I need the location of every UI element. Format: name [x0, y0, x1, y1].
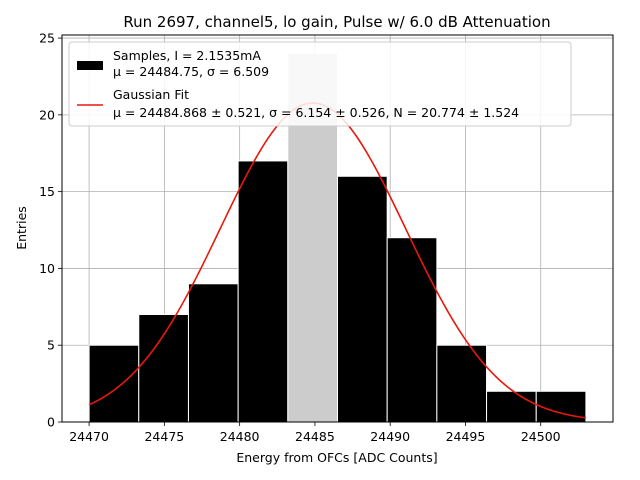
histogram-bar: [187, 283, 239, 423]
x-axis-label: Energy from OFCs [ADC Counts]: [236, 450, 437, 465]
legend-samples-line2: μ = 24484.75, σ = 6.509: [113, 64, 269, 79]
legend-fit-line2: μ = 24484.868 ± 0.521, σ = 6.154 ± 0.526…: [113, 105, 519, 120]
histogram-bar: [88, 344, 140, 423]
legend: Samples, I = 2.1535mA μ = 24484.75, σ = …: [68, 41, 572, 127]
chart-title: Run 2697, channel5, lo gain, Pulse w/ 6.…: [123, 13, 550, 31]
y-axis-label: Entries: [14, 206, 29, 250]
x-tick-label: 24485: [295, 429, 335, 444]
plot-frame: [61, 34, 614, 423]
x-tick-label: 24490: [370, 429, 410, 444]
y-tick-label: 20: [39, 107, 55, 122]
y-tick-label: 25: [39, 31, 55, 46]
y-tick-label: 0: [47, 415, 55, 430]
histogram-bar: [138, 314, 189, 423]
histogram-bar: [337, 175, 388, 423]
y-tick-label: 10: [39, 261, 55, 276]
histogram-bar: [486, 390, 537, 423]
x-axis-ticks: 24470 24475 24480 24485 24490 24495 24500: [69, 422, 561, 444]
y-tick-label: 5: [47, 338, 55, 353]
x-tick-label: 24470: [69, 429, 109, 444]
x-tick-label: 24500: [521, 429, 561, 444]
x-tick-label: 24495: [446, 429, 486, 444]
x-tick-label: 24480: [220, 429, 260, 444]
legend-box: [68, 41, 572, 127]
y-tick-label: 15: [39, 184, 55, 199]
histogram-bar: [436, 344, 488, 423]
legend-samples-line1: Samples, I = 2.1535mA: [113, 48, 261, 63]
histogram-bar: [237, 160, 289, 423]
legend-samples-swatch: [77, 61, 103, 70]
legend-fit-line1: Gaussian Fit: [113, 87, 189, 102]
histogram-bar: [386, 237, 438, 423]
y-axis-ticks: 0 5 10 15 20 25: [39, 31, 62, 430]
x-tick-label: 24475: [144, 429, 184, 444]
